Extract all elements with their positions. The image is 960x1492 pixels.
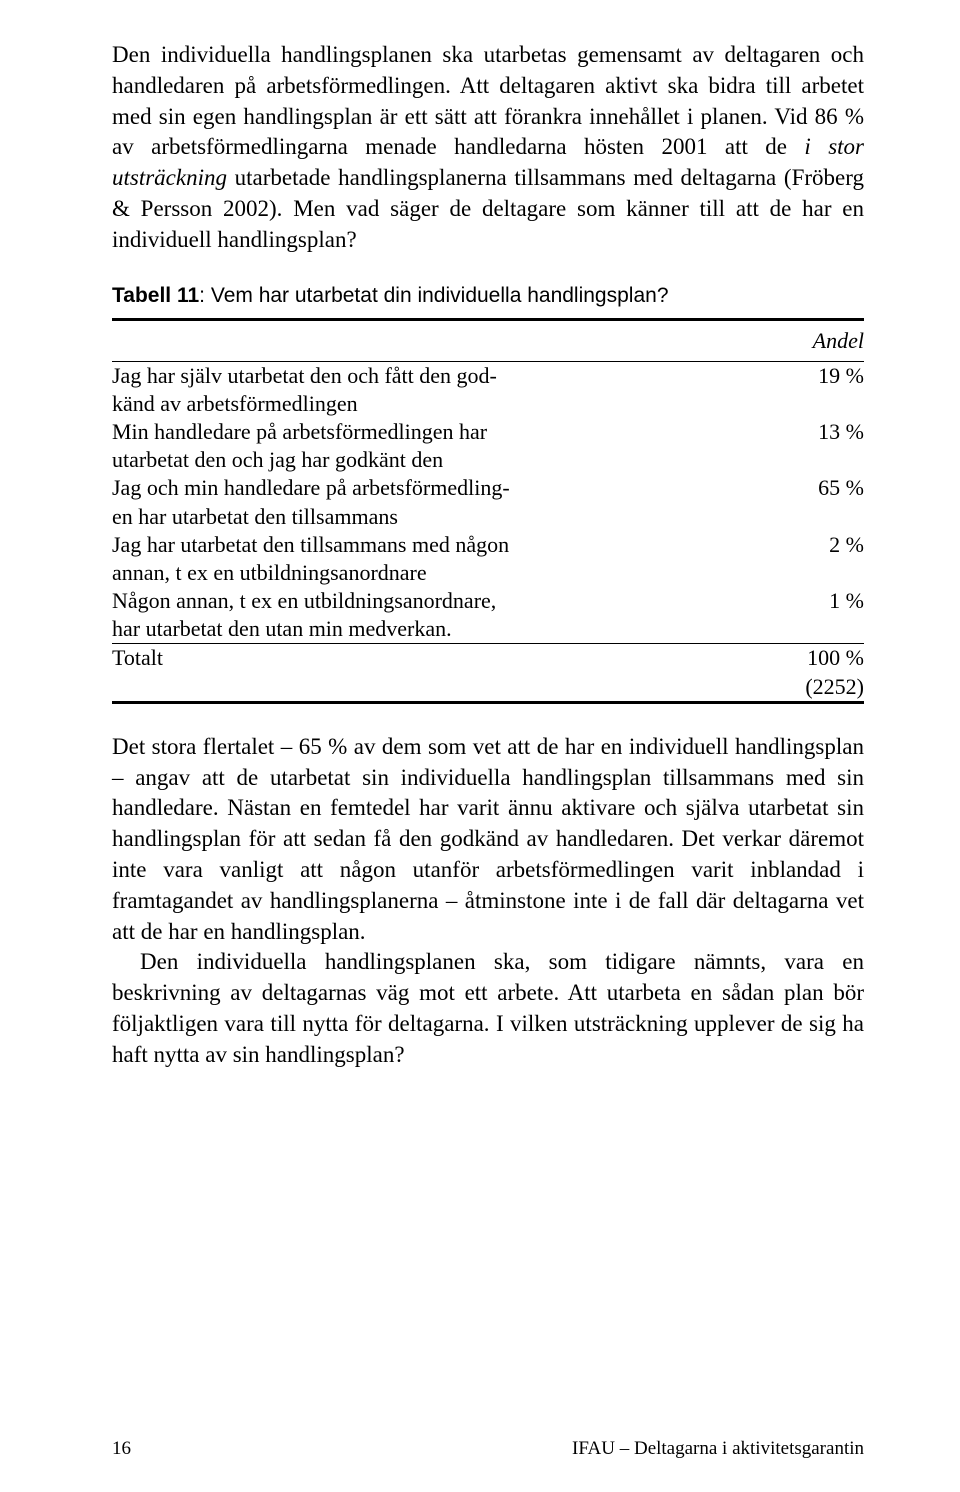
row-label-line2: har utarbetat den utan min medverkan. — [112, 616, 452, 641]
row-label-line2: annan, t ex en utbildningsanordnare — [112, 560, 427, 585]
table-row: Jag har själv utarbetat den och fått den… — [112, 361, 653, 418]
followup-paragraph-1: Det stora flertalet – 65 % av dem som ve… — [112, 732, 864, 948]
table-title-bold: Tabell 11 — [112, 284, 199, 307]
table-title-rest: : Vem har utarbetat din individuella han… — [199, 284, 668, 307]
table-row: Min handledare på arbetsförmedlingen har… — [112, 418, 653, 474]
total-label: Totalt — [112, 644, 653, 702]
total-n: (2252) — [805, 674, 864, 699]
page-number: 16 — [112, 1438, 131, 1460]
page-footer: 16 IFAU – Deltagarna i aktivitetsgaranti… — [112, 1438, 864, 1460]
row-label-line1: Min handledare på arbetsförmedlingen har — [112, 419, 487, 444]
col-header-andel: Andel — [653, 319, 864, 361]
total-value: 100 % — [807, 645, 864, 670]
row-label-line1: Jag har själv utarbetat den och fått den… — [112, 363, 497, 388]
row-label-line1: Jag och min handledare på arbetsförmedli… — [112, 475, 510, 500]
row-label-line2: känd av arbetsförmedlingen — [112, 391, 358, 416]
row-value: 1 % — [653, 587, 864, 644]
row-value: 13 % — [653, 418, 864, 474]
row-value: 65 % — [653, 474, 864, 530]
table-row: Jag och min handledare på arbetsförmedli… — [112, 474, 653, 530]
table-title: Tabell 11: Vem har utarbetat din individ… — [112, 284, 864, 308]
intro-pre: Den individuella handlingsplanen ska uta… — [112, 42, 864, 159]
row-label-line1: Någon annan, t ex en utbildningsanordnar… — [112, 588, 496, 613]
row-value: 19 % — [653, 361, 864, 418]
row-label-line1: Jag har utarbetat den tillsammans med nå… — [112, 532, 509, 557]
table-row: Jag har utarbetat den tillsammans med nå… — [112, 531, 653, 587]
data-table: Andel Jag har själv utarbetat den och få… — [112, 318, 864, 704]
row-label-line2: en har utarbetat den tillsammans — [112, 504, 398, 529]
intro-paragraph: Den individuella handlingsplanen ska uta… — [112, 40, 864, 256]
footer-source: IFAU – Deltagarna i aktivitetsgarantin — [572, 1438, 864, 1460]
row-value: 2 % — [653, 531, 864, 587]
followup-paragraph-2: Den individuella handlingsplanen ska, so… — [112, 947, 864, 1070]
table-row: Någon annan, t ex en utbildningsanordnar… — [112, 587, 653, 644]
row-label-line2: utarbetat den och jag har godkänt den — [112, 447, 443, 472]
